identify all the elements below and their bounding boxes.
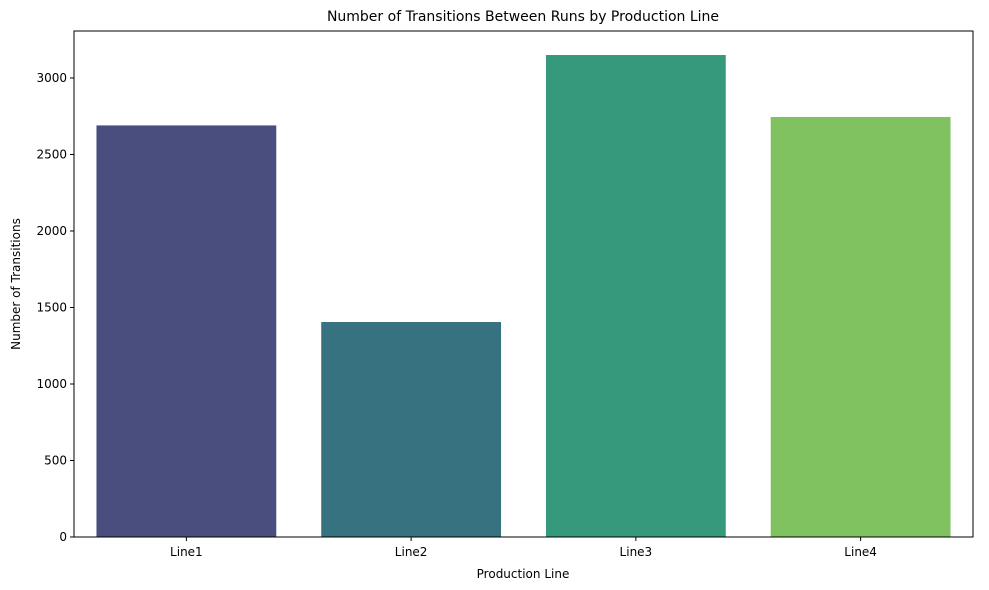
bar-line1 — [96, 125, 277, 538]
bar-line2 — [321, 322, 502, 537]
chart-title: Number of Transitions Between Runs by Pr… — [327, 9, 719, 25]
y-tick-label: 500 — [44, 453, 67, 467]
y-tick-label: 0 — [59, 530, 67, 544]
bar-line3 — [545, 55, 726, 538]
plot-area: 0 500 1000 1500 2000 2500 3000 Line1 Line2 Line3 L… — [36, 30, 974, 559]
x-tick-label: Line2 — [395, 545, 428, 559]
y-tick-label: 3000 — [36, 71, 67, 85]
x-tick-label: Line3 — [620, 545, 653, 559]
y-tick-label: 2000 — [36, 224, 67, 238]
x-tick-label: Line1 — [170, 545, 203, 559]
y-tick-label: 1500 — [36, 300, 67, 314]
plot-frame — [73, 30, 974, 538]
y-tick-label: 1000 — [36, 377, 67, 391]
x-tick-label: Line4 — [844, 545, 877, 559]
y-tick-label: 2500 — [36, 147, 67, 161]
bar-line4 — [770, 116, 951, 537]
x-axis-label: Production Line — [477, 567, 570, 581]
y-axis-label: Number of Transitions — [9, 218, 23, 350]
